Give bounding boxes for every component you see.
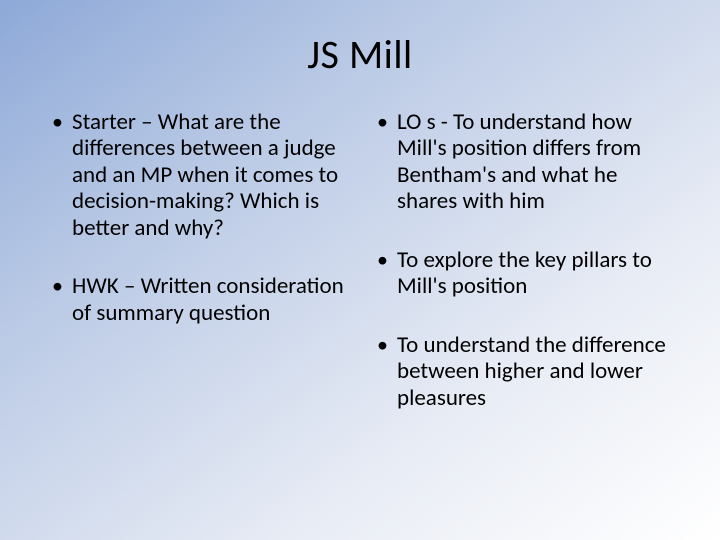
right-column: LO s - To understand how Mill's position… bbox=[375, 109, 670, 443]
left-column: Starter – What are the differences betwe… bbox=[50, 109, 345, 443]
list-item: Starter – What are the differences betwe… bbox=[50, 109, 345, 241]
right-bullet-list: LO s - To understand how Mill's position… bbox=[375, 109, 670, 411]
list-item: HWK – Written consideration of summary q… bbox=[50, 273, 345, 326]
left-bullet-list: Starter – What are the differences betwe… bbox=[50, 109, 345, 326]
slide-title: JS Mill bbox=[50, 30, 670, 79]
slide: JS Mill Starter – What are the differenc… bbox=[0, 0, 720, 540]
list-item: LO s - To understand how Mill's position… bbox=[375, 109, 670, 215]
content-columns: Starter – What are the differences betwe… bbox=[50, 109, 670, 443]
list-item: To explore the key pillars to Mill's pos… bbox=[375, 247, 670, 300]
list-item: To understand the difference between hig… bbox=[375, 332, 670, 411]
